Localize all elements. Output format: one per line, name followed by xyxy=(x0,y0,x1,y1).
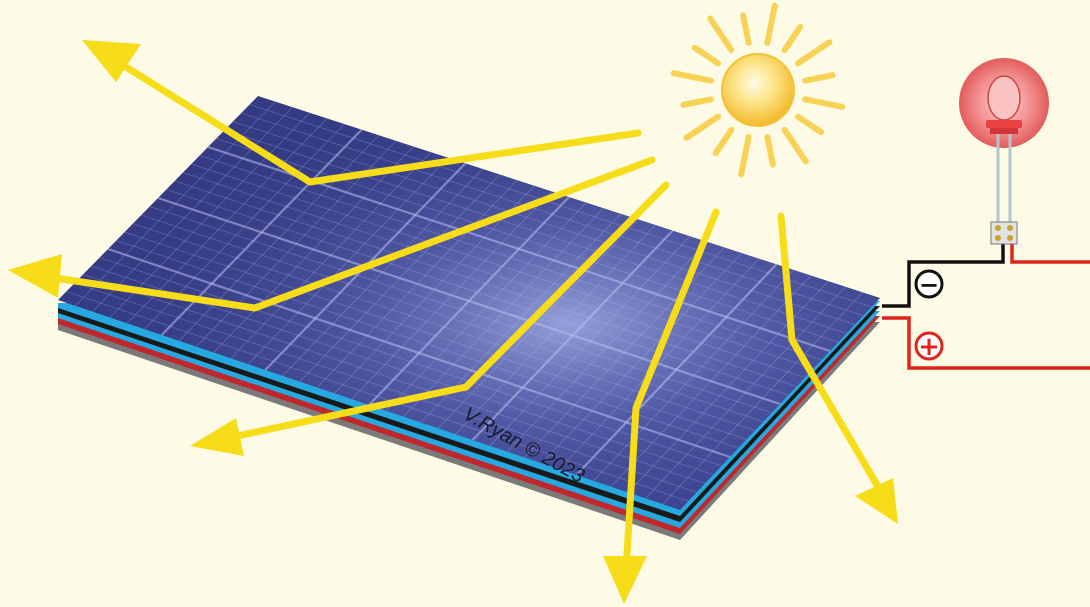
absorbed-arrow-4 xyxy=(622,208,720,574)
negative-terminal: − xyxy=(914,269,944,299)
arrowhead-3 xyxy=(190,418,244,456)
cell-line xyxy=(216,138,839,343)
arrowhead-4 xyxy=(603,556,647,604)
sun-ray xyxy=(802,72,836,84)
reflected-arrow-2 xyxy=(38,156,656,312)
sun-ray xyxy=(738,134,752,178)
wire-positive-return xyxy=(1010,244,1090,264)
cell-line xyxy=(191,163,814,370)
sun-ray xyxy=(764,134,776,168)
arrowheads xyxy=(8,40,898,604)
positive-symbol: + xyxy=(918,332,940,362)
reflected-arrow-3 xyxy=(224,181,670,442)
arrowhead-5 xyxy=(855,478,898,524)
sun-ray xyxy=(794,113,825,136)
sun-ray xyxy=(680,96,714,108)
cell-line xyxy=(124,231,747,440)
cell-line xyxy=(232,121,856,325)
sun-ray xyxy=(781,126,809,165)
cell-line xyxy=(166,189,789,396)
cell-line xyxy=(66,291,689,502)
led-bulb-icon xyxy=(959,58,1049,245)
cell-line xyxy=(241,112,864,317)
cell-line xyxy=(132,223,756,431)
cell-line xyxy=(107,247,731,459)
cell-line xyxy=(99,257,722,467)
sun-ray xyxy=(794,39,833,67)
sun-ray xyxy=(683,113,722,141)
light-arrows xyxy=(38,58,884,574)
panel-glow xyxy=(58,96,880,510)
cell-grid xyxy=(66,101,872,505)
sun-ray xyxy=(712,126,735,157)
circuit-wires xyxy=(882,244,1090,370)
wire-negative xyxy=(882,244,1005,308)
sun-ray xyxy=(670,70,714,84)
arrowhead-2 xyxy=(8,254,62,298)
sun-ray xyxy=(707,15,735,54)
sun-ray xyxy=(740,12,752,46)
cell-line xyxy=(249,104,872,308)
sun-ray xyxy=(691,44,722,67)
arrowhead-1 xyxy=(82,40,141,82)
sun-ray xyxy=(802,96,846,110)
wire-positive xyxy=(882,316,1090,370)
absorbed-arrow-5 xyxy=(777,212,884,494)
positive-terminal: + xyxy=(914,331,944,362)
solar-panel xyxy=(58,96,880,510)
sun-ray xyxy=(764,2,778,46)
cell-line xyxy=(141,214,764,423)
cell-line xyxy=(199,155,822,361)
cell-line xyxy=(174,180,797,387)
reflected-arrow-1 xyxy=(114,58,642,186)
cell-line xyxy=(182,172,806,378)
cell-line xyxy=(224,129,847,334)
cell-line xyxy=(82,274,706,484)
cell-line xyxy=(149,206,772,414)
negative-symbol: − xyxy=(919,271,939,299)
cell-line xyxy=(74,282,697,493)
sun-ray xyxy=(781,23,804,54)
sun-icon xyxy=(670,2,846,178)
cell-line xyxy=(157,196,781,406)
